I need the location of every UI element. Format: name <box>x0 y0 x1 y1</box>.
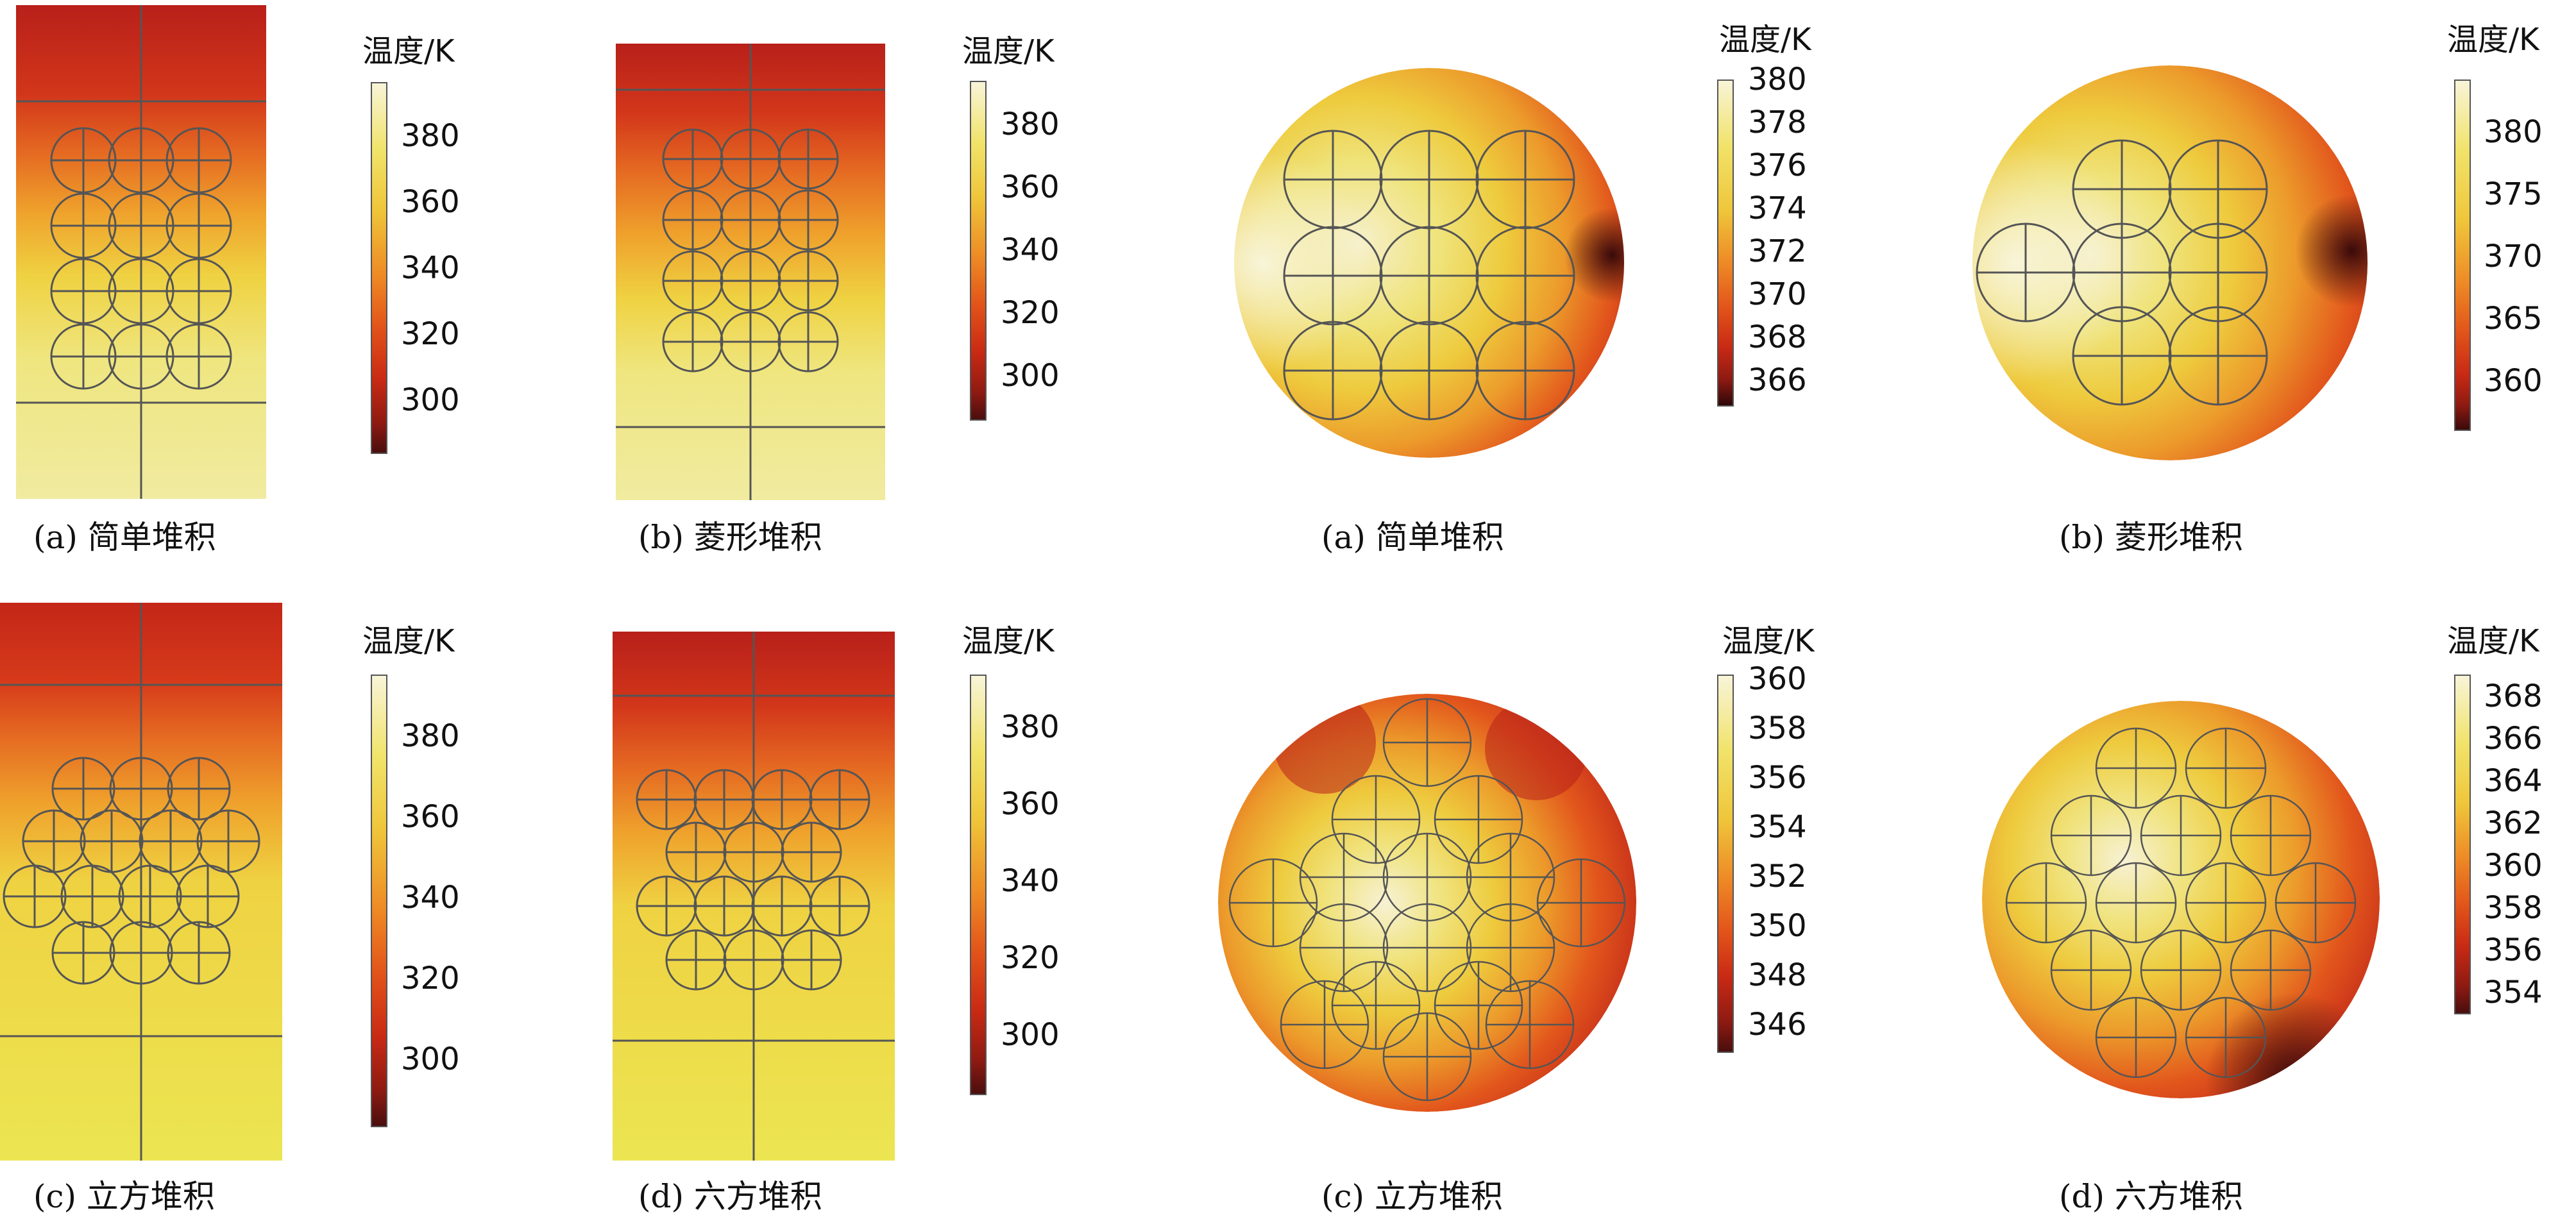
panel-top-c <box>1216 691 1639 1114</box>
top-a-tick-0: 380 <box>1748 62 1807 97</box>
top-a-tick-2: 376 <box>1748 147 1807 183</box>
top-b-tick-2: 370 <box>2484 239 2543 274</box>
side-d-tick-2: 340 <box>1001 863 1060 899</box>
side-c-tick-0: 380 <box>401 718 460 754</box>
top-a-tick-6: 368 <box>1748 319 1807 355</box>
side-c-particles <box>3 757 260 985</box>
side-b-tick-1: 360 <box>1001 169 1060 205</box>
panel-side-d <box>613 632 895 1161</box>
top-c-tick-4: 352 <box>1748 859 1807 894</box>
top-c-tick-3: 354 <box>1748 809 1807 845</box>
side-b-caption: (b) 菱形堆积 <box>638 519 822 556</box>
side-d-colorbar <box>970 675 987 1095</box>
side-a-tick-3: 320 <box>401 316 460 352</box>
top-a-particles <box>1283 130 1575 421</box>
top-d-tick-5: 358 <box>2484 890 2543 926</box>
side-c-tick-4: 300 <box>401 1041 460 1077</box>
top-c-tick-5: 350 <box>1748 908 1807 944</box>
side-b-tick-4: 300 <box>1001 358 1060 394</box>
top-d-tick-6: 356 <box>2484 932 2543 968</box>
top-b-particles <box>1976 139 2268 406</box>
side-d-tick-1: 360 <box>1001 786 1060 822</box>
top-c-particles <box>1228 698 1626 1102</box>
side-d-contour <box>613 632 895 1161</box>
top-d-contour <box>1982 701 2380 1098</box>
top-b-caption: (b) 菱形堆积 <box>2059 519 2243 556</box>
side-c-tick-2: 340 <box>401 880 460 916</box>
side-c-tick-3: 320 <box>401 961 460 996</box>
top-b-colorbar <box>2454 80 2471 431</box>
top-c-colorbar-title: 温度/K <box>1722 623 1815 659</box>
top-a-tick-3: 374 <box>1748 190 1807 226</box>
top-a-tick-5: 370 <box>1748 276 1807 312</box>
side-c-contour <box>0 603 282 1161</box>
top-c-contour <box>1218 694 1636 1112</box>
side-d-caption: (d) 六方堆积 <box>638 1178 822 1215</box>
side-b-colorbar-title: 温度/K <box>962 33 1055 69</box>
top-d-colorbar <box>2454 675 2471 1014</box>
side-a-colorbar-title: 温度/K <box>362 33 455 69</box>
side-d-colorbar-title: 温度/K <box>962 623 1055 659</box>
top-c-tick-6: 348 <box>1748 957 1807 993</box>
side-c-caption: (c) 立方堆积 <box>33 1178 215 1215</box>
top-b-tick-3: 365 <box>2484 301 2543 337</box>
side-b-tick-3: 320 <box>1001 295 1060 331</box>
side-a-tick-1: 360 <box>401 184 460 220</box>
top-d-caption: (d) 六方堆积 <box>2059 1178 2243 1215</box>
side-a-caption: (a) 简单堆积 <box>33 519 216 556</box>
top-b-colorbar-title: 温度/K <box>2447 22 2539 58</box>
side-d-tick-3: 320 <box>1001 940 1060 976</box>
side-a-contour <box>16 5 266 499</box>
side-a-tick-4: 300 <box>401 382 460 418</box>
side-d-particles <box>636 769 870 991</box>
top-b-contour <box>1972 65 2368 460</box>
top-a-caption: (a) 简单堆积 <box>1321 519 1504 556</box>
top-d-tick-2: 364 <box>2484 763 2543 799</box>
top-a-colorbar <box>1717 80 1734 407</box>
top-d-tick-7: 354 <box>2484 975 2543 1011</box>
top-a-tick-1: 378 <box>1748 105 1807 140</box>
top-d-tick-1: 366 <box>2484 721 2543 757</box>
top-c-colorbar <box>1717 675 1734 1053</box>
side-c-colorbar <box>371 675 387 1127</box>
side-b-tick-0: 380 <box>1001 106 1060 142</box>
panel-side-a <box>16 5 266 499</box>
top-c-caption: (c) 立方堆积 <box>1321 1178 1503 1215</box>
side-d-tick-4: 300 <box>1001 1017 1060 1053</box>
side-a-colorbar <box>371 82 387 454</box>
top-a-colorbar-title: 温度/K <box>1719 22 1811 58</box>
panel-side-c <box>0 603 282 1161</box>
top-c-tick-1: 358 <box>1748 710 1807 746</box>
side-d-tick-0: 380 <box>1001 709 1060 745</box>
top-a-tick-4: 372 <box>1748 233 1807 269</box>
top-d-tick-3: 362 <box>2484 805 2543 841</box>
top-d-colorbar-title: 温度/K <box>2447 623 2539 659</box>
top-c-tick-2: 356 <box>1748 760 1807 796</box>
side-a-tick-2: 340 <box>401 250 460 286</box>
top-c-tick-7: 346 <box>1748 1007 1807 1043</box>
side-c-colorbar-title: 温度/K <box>362 623 455 659</box>
top-d-particles <box>2005 727 2357 1079</box>
top-d-tick-0: 368 <box>2484 678 2543 714</box>
top-b-tick-4: 360 <box>2484 363 2543 399</box>
panel-top-d <box>1979 698 2383 1102</box>
side-c-tick-1: 360 <box>401 799 460 835</box>
top-c-tick-0: 360 <box>1748 661 1807 697</box>
side-b-tick-2: 340 <box>1001 232 1060 268</box>
top-d-tick-4: 360 <box>2484 848 2543 884</box>
top-a-contour <box>1234 68 1624 458</box>
panel-side-b <box>616 44 885 500</box>
panel-top-a <box>1230 64 1628 462</box>
panel-top-b <box>1968 61 2372 465</box>
top-a-tick-7: 366 <box>1748 362 1807 398</box>
top-b-tick-0: 380 <box>2484 114 2543 150</box>
side-b-colorbar <box>970 81 987 421</box>
top-b-tick-1: 375 <box>2484 176 2543 212</box>
side-b-contour <box>616 44 885 500</box>
side-a-tick-0: 380 <box>401 118 460 154</box>
side-a-particles <box>50 127 232 390</box>
side-b-particles <box>662 128 839 373</box>
